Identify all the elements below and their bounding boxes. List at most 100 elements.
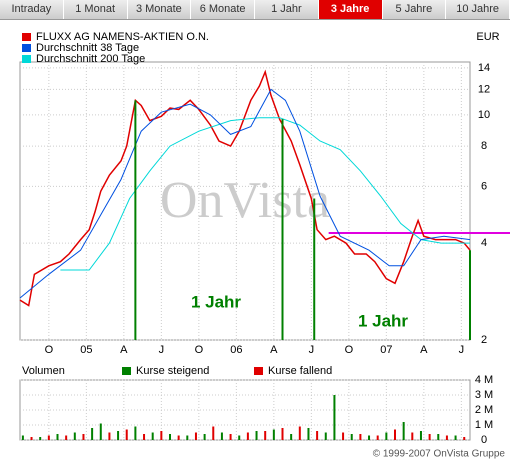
volume-bar — [428, 434, 431, 440]
tab[interactable]: Intraday — [0, 0, 64, 19]
legend-swatch — [22, 44, 31, 52]
volume-bar — [108, 432, 111, 440]
volume-bar — [463, 437, 466, 440]
legend-swatch — [22, 55, 31, 63]
volume-bar — [342, 432, 345, 440]
volume-bar — [402, 422, 405, 440]
volume-bar — [220, 432, 223, 440]
volume-bar — [411, 432, 414, 440]
y-tick-label: 4 — [481, 237, 487, 249]
tab[interactable]: 6 Monate — [191, 0, 255, 19]
y-tick-label: 10 — [478, 109, 490, 121]
footer: © 1999-2007 OnVista Gruppe — [373, 449, 506, 460]
volume-bar — [324, 432, 327, 440]
volume-bar — [177, 435, 180, 440]
tab-bar: Intraday 1 Monat 3 Monate 6 Monate 1 Jahr 3 J… — [0, 0, 510, 20]
volume-bar — [169, 434, 171, 440]
x-tick-label: A — [270, 344, 278, 356]
x-tick-label: 07 — [380, 344, 392, 356]
volume-bar — [65, 435, 68, 440]
annotation: 1 Jahr — [358, 311, 408, 330]
volume-bar — [419, 431, 422, 440]
volume-bar — [376, 435, 379, 440]
volume-bar — [39, 437, 42, 440]
y-tick-label: 14 — [478, 62, 490, 74]
currency-label: EUR — [476, 31, 499, 43]
volume-bar — [82, 434, 85, 440]
line-series — [19, 88, 471, 299]
legend-label: Durchschnitt 200 Tage — [36, 53, 145, 65]
volume-bar — [186, 435, 189, 440]
tab[interactable]: 5 Jahre — [382, 0, 447, 19]
legend-label: Kurse fallend — [268, 365, 332, 377]
volume-bar — [30, 437, 33, 440]
volume-bar — [437, 434, 440, 440]
line-series — [60, 117, 470, 271]
line-series — [19, 69, 471, 307]
x-tick-label: O — [45, 344, 54, 356]
watermark: OnVista — [160, 172, 330, 229]
volume-bar — [454, 435, 457, 440]
legend-swatch — [122, 367, 131, 375]
volume-bar — [229, 434, 232, 440]
y-tick-label: 12 — [478, 83, 490, 95]
y-tick-label: 4 M — [475, 374, 493, 386]
volume-bar — [73, 432, 76, 440]
y-tick-label: 6 — [481, 180, 487, 192]
volume-bar — [212, 426, 215, 440]
volume-bar — [445, 435, 448, 440]
volume-bar — [385, 432, 388, 440]
legend-label: FLUXX AG NAMENS-AKTIEN O.N. — [36, 31, 209, 43]
x-tick-label: O — [345, 344, 354, 356]
volume-bar — [298, 426, 301, 440]
y-tick-label: 2 — [481, 334, 487, 346]
volume-bar — [194, 432, 197, 440]
y-tick-label: 1 M — [475, 419, 493, 431]
y-tick-label: 3 M — [475, 389, 493, 401]
legend-swatch — [254, 367, 263, 375]
volume-bar — [290, 434, 293, 440]
volume-bar — [281, 428, 284, 440]
x-tick-label: A — [420, 344, 428, 356]
volume-bar — [246, 432, 249, 440]
volume-bar — [307, 428, 310, 440]
annotation: 1 Jahr — [191, 292, 241, 311]
volume-bar — [21, 435, 24, 440]
volume-title: Volumen — [22, 365, 65, 377]
volume-bar — [238, 435, 241, 440]
volume-bar — [255, 431, 258, 440]
x-tick-label: O — [195, 344, 204, 356]
volume-bar — [350, 434, 353, 440]
volume-bar — [47, 435, 50, 440]
volume-bar — [272, 429, 275, 440]
volume-bar — [316, 431, 319, 440]
tab[interactable]: 1 Jahr — [255, 0, 319, 19]
volume-bar — [394, 429, 396, 440]
x-tick-label: J — [309, 344, 315, 356]
volume-bar — [264, 431, 267, 440]
x-tick-label: A — [120, 344, 128, 356]
volume-bar — [160, 431, 163, 440]
volume-bar — [99, 423, 102, 440]
volume-bar — [203, 434, 206, 440]
tab[interactable]: 3 Monate — [127, 0, 192, 19]
x-tick-label: 05 — [80, 344, 92, 356]
volume-bar — [359, 434, 362, 440]
tab[interactable]: 10 Jahre — [446, 0, 510, 19]
legend-label: Durchschnitt 38 Tage — [36, 42, 139, 54]
plot-frame — [19, 61, 471, 341]
x-tick-label: J — [459, 344, 465, 356]
y-tick-label: 2 M — [475, 404, 493, 416]
volume-bar — [151, 432, 154, 440]
legend-label: Kurse steigend — [136, 365, 209, 377]
tab[interactable]: 3 Jahre — [318, 0, 383, 19]
legend-swatch — [22, 33, 31, 41]
volume-bar — [91, 428, 94, 440]
volume-bar — [333, 395, 336, 440]
tab[interactable]: 1 Monat — [63, 0, 128, 19]
volume-bar — [125, 429, 128, 440]
volume-bar — [117, 431, 120, 440]
y-tick-label: 8 — [481, 140, 487, 152]
